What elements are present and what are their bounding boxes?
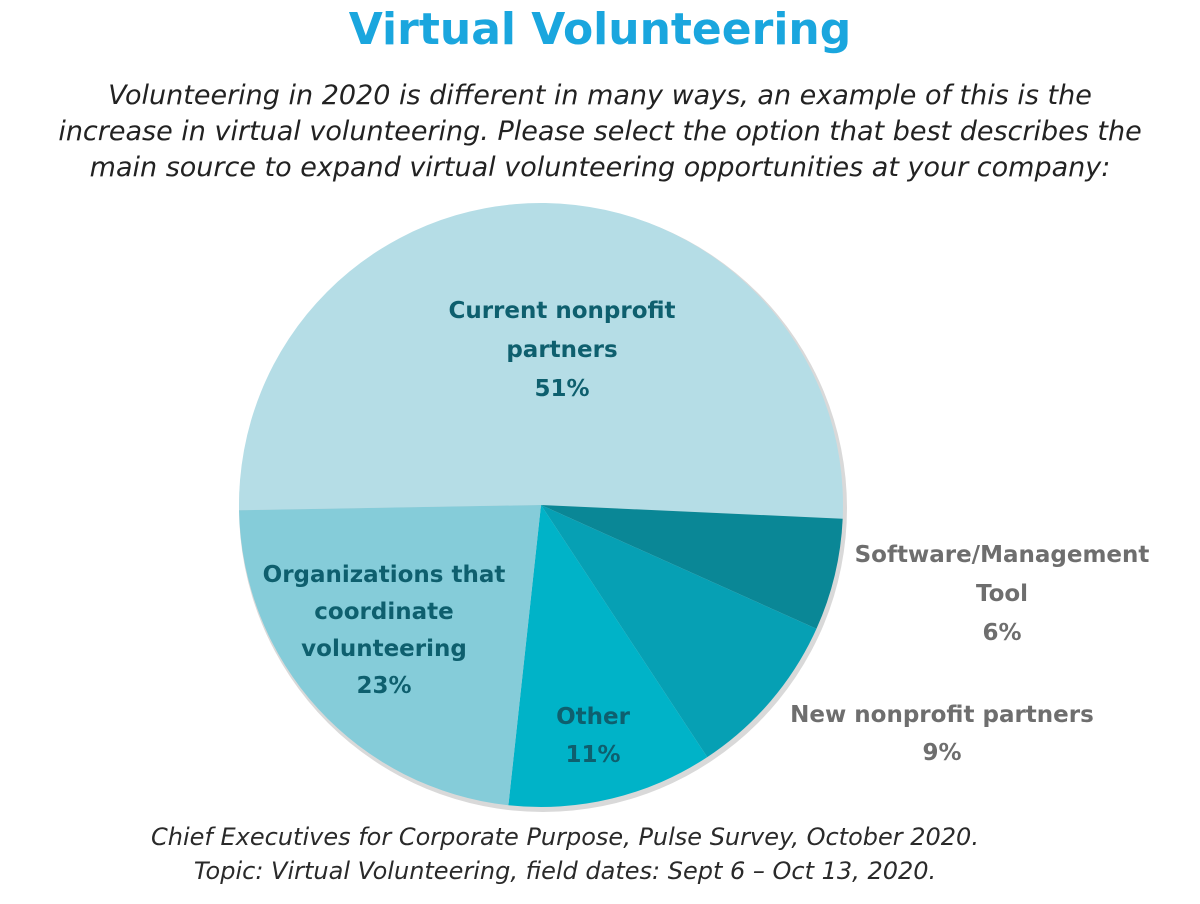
source-note: Chief Executives for Corporate Purpose, … <box>0 820 1130 888</box>
pie-slice <box>238 202 844 519</box>
subtitle-line: main source to expand virtual volunteeri… <box>89 152 1111 183</box>
pie-slice <box>541 505 817 758</box>
pie-slice <box>508 505 708 807</box>
slice-category-label: Current nonprofit <box>448 298 675 324</box>
source-line: Topic: Virtual Volunteering, field dates… <box>193 857 937 885</box>
slice-percent-label: 23% <box>356 673 411 699</box>
subtitle-line: Volunteering in 2020 is different in man… <box>108 80 1092 111</box>
slice-category-label: partners <box>506 337 617 363</box>
chart-subtitle: Volunteering in 2020 is different in man… <box>20 78 1180 186</box>
pie-slice <box>239 505 541 806</box>
source-line: Chief Executives for Corporate Purpose, … <box>151 823 979 851</box>
slice-percent-label: 51% <box>534 376 589 402</box>
pie-labels: Current nonprofit partners 51% Software/Man… <box>263 298 1150 768</box>
slice-percent-label: 6% <box>982 620 1021 646</box>
slice-percent-label: 11% <box>565 742 620 768</box>
slice-category-label: Organizations that <box>263 562 506 588</box>
slice-category-label: volunteering <box>301 636 467 662</box>
slice-category-label: Tool <box>976 581 1028 607</box>
slice-category-label: Other <box>556 704 631 730</box>
chart-title: Virtual Volunteering <box>348 4 852 55</box>
slice-category-label: New nonprofit partners <box>790 702 1094 728</box>
pie-slice <box>541 505 843 629</box>
subtitle-line: increase in virtual volunteering. Please… <box>58 116 1142 147</box>
slice-category-label: coordinate <box>314 599 453 625</box>
slice-category-label: Software/Management <box>855 542 1150 568</box>
pie-slices <box>238 202 847 812</box>
slice-percent-label: 9% <box>922 740 961 766</box>
